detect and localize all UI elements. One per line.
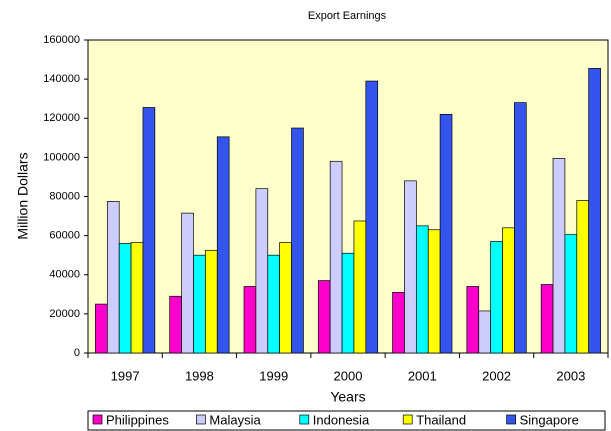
bar	[439, 113, 453, 354]
chart-title: Export Earnings	[308, 10, 387, 22]
y-tick-label: 120000	[43, 112, 80, 124]
y-tick-label: 60000	[49, 230, 80, 242]
bar	[130, 242, 144, 354]
bar	[564, 234, 578, 354]
x-tick-label: 1998	[185, 368, 214, 383]
bar	[216, 136, 230, 354]
y-tick-label: 80000	[49, 190, 80, 202]
legend-label: Malaysia	[209, 412, 261, 427]
x-tick-label: 1997	[111, 368, 140, 383]
y-tick-label: 0	[74, 347, 80, 359]
bar	[466, 286, 480, 354]
bar	[392, 292, 405, 354]
bar	[118, 243, 132, 354]
bar	[267, 254, 281, 354]
bar	[552, 158, 566, 354]
legend-swatch	[299, 414, 310, 425]
bar	[427, 229, 441, 354]
legend-swatch	[196, 414, 206, 425]
legend-label: Indonesia	[313, 412, 370, 427]
bar	[404, 180, 417, 354]
bar	[243, 286, 257, 354]
y-tick-label: 20000	[49, 308, 80, 320]
y-tick-label: 140000	[43, 73, 80, 85]
x-tick-label: 2003	[556, 368, 585, 383]
bar	[255, 188, 269, 354]
bar	[142, 107, 156, 354]
legend-label: Philippines	[106, 412, 169, 427]
x-tick-label: 2002	[482, 368, 511, 383]
legend-label: Thailand	[416, 412, 466, 427]
y-axis-title: Million Dollars	[15, 152, 31, 239]
legend-box	[87, 410, 606, 431]
bar	[169, 295, 182, 354]
y-tick-label: 160000	[43, 34, 80, 46]
bar	[490, 241, 503, 354]
legend-swatch	[92, 414, 103, 425]
legend-swatch	[506, 414, 516, 425]
bar	[329, 160, 343, 354]
x-axis-title: Years	[330, 389, 365, 405]
bar	[317, 280, 331, 354]
bar	[415, 225, 429, 354]
x-tick-label: 2001	[408, 368, 437, 383]
y-tick-label: 100000	[43, 151, 80, 163]
bar	[205, 249, 218, 354]
x-tick-label: 1999	[259, 368, 288, 383]
bar	[588, 68, 601, 354]
bar	[514, 102, 527, 354]
legend-label: Singapore	[520, 412, 579, 427]
x-tick-label: 2000	[334, 368, 363, 383]
bar	[193, 254, 206, 354]
bar	[341, 252, 355, 354]
bar	[291, 127, 304, 354]
bar	[279, 242, 292, 354]
bar	[576, 200, 590, 354]
bar	[365, 80, 379, 354]
bar	[353, 220, 367, 354]
bar	[540, 284, 554, 354]
bar	[106, 201, 120, 354]
bar	[502, 227, 515, 354]
bar	[95, 303, 108, 354]
bar	[478, 310, 491, 354]
y-tick-label: 40000	[49, 269, 80, 281]
bar	[181, 212, 194, 354]
legend-swatch	[402, 414, 413, 425]
